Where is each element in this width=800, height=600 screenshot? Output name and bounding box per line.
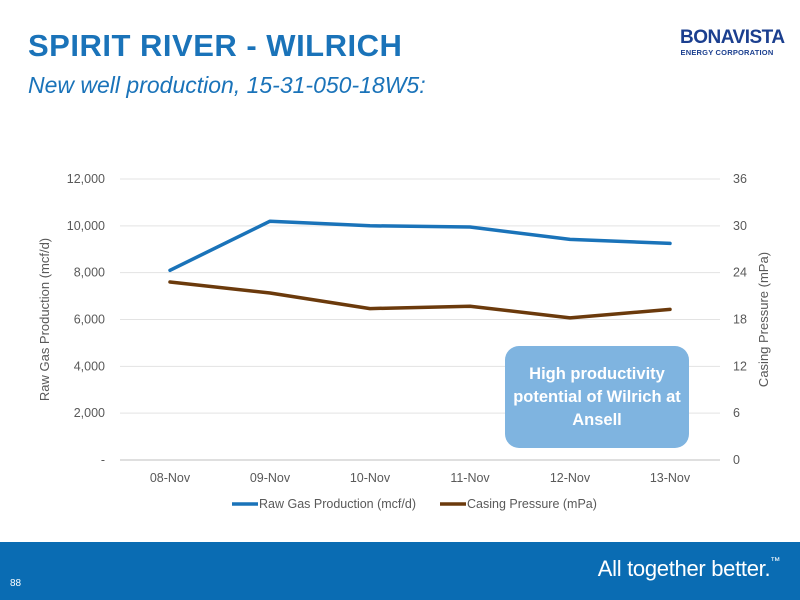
y-axis-title: Raw Gas Production (mcf/d) [37,238,52,401]
gas-production-point [568,238,572,241]
tagline: All together better.™ [597,556,781,582]
callout-text: High productivity potential of Wilrich a… [513,364,681,429]
trademark-mark: ™ [770,556,780,567]
x-tick-label: 11-Nov [450,471,490,485]
footer-bar: 88 All together better.™ [0,542,800,600]
slide-title: SPIRIT RIVER - WILRICH [28,28,403,63]
page-number: 88 [10,578,22,589]
logo-wordmark: BONAVISTA [680,27,785,48]
y2-tick-label: 12 [733,359,747,373]
x-tick-label: 09-Nov [250,471,291,485]
x-tick-label: 12-Nov [550,471,591,485]
y2-tick-label: 18 [733,313,747,327]
gas-production-point [668,242,672,245]
gas-production-point [368,224,372,228]
gas-production-point [168,269,172,272]
y2-tick-label: 6 [733,406,740,420]
production-chart: - 2,000 4,000 6,000 8,000 10,000 12,000 0 6 12 18 2… [37,172,771,511]
casing-pressure-point [468,305,472,308]
y-tick-label: 6,000 [74,313,105,327]
y2-tick-label: 36 [733,172,747,186]
y2-axis-title: Casing Pressure (mPa) [756,252,771,387]
legend-label-gas: Raw Gas Production (mcf/d) [259,497,416,511]
y2-tick-label: 30 [733,219,747,233]
y-tick-label: 12,000 [67,172,105,186]
y2-tick-label: 24 [733,266,747,280]
casing-pressure-point [268,291,272,295]
y-tick-label: - [101,453,105,467]
y-tick-label: 2,000 [74,406,105,420]
slide-subtitle: New well production, 15-31-050-18W5: [28,72,426,98]
casing-pressure-point [368,307,372,310]
casing-pressure-line [168,280,672,320]
y-tick-label: 10,000 [67,219,105,233]
gas-production-line [168,219,672,273]
casing-pressure-point [568,316,572,320]
company-logo: BONAVISTA ENERGY CORPORATION [680,27,785,58]
y2-tick-label: 0 [733,453,740,467]
gas-production-point [468,225,472,229]
y-tick-label: 8,000 [74,266,105,280]
legend-label-pressure: Casing Pressure (mPa) [467,497,597,511]
y-tick-label: 4,000 [74,359,105,373]
callout-box: High productivity potential of Wilrich a… [505,346,689,448]
logo-subtitle: ENERGY CORPORATION [680,48,774,57]
x-tick-label: 10-Nov [350,471,391,485]
x-tick-label: 13-Nov [650,471,691,485]
casing-pressure-point [168,280,172,284]
casing-pressure-point [668,308,672,311]
tagline-text: All together better. [597,556,771,581]
gas-production-point [268,219,272,223]
x-tick-label: 08-Nov [150,471,191,485]
